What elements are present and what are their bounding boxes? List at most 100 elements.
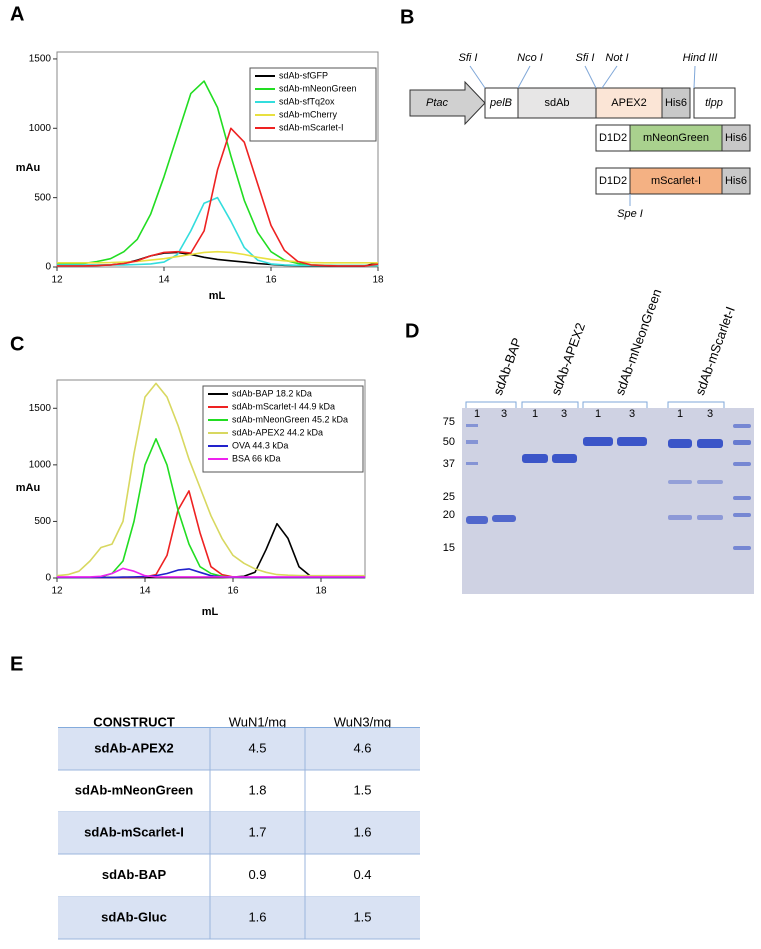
lane-label: sdAb-APEX2 [548, 321, 588, 397]
site-label: Nco I [517, 52, 543, 64]
part-label: mScarlet-I [651, 175, 701, 187]
x-tick-label: 14 [158, 275, 170, 286]
table-cell: sdAb-mNeonGreen [75, 782, 194, 797]
table-cell: sdAb-BAP [102, 867, 167, 882]
x-tick-label: 14 [139, 586, 151, 597]
table-cell: 0.4 [353, 867, 371, 882]
x-tick-label: 18 [372, 275, 384, 286]
marker-label: 37 [443, 458, 455, 470]
sublane-label: 1 [595, 408, 601, 420]
series-line [56, 382, 365, 577]
table-cell: 1.8 [248, 782, 266, 797]
legend-box [202, 385, 364, 473]
series-line [57, 250, 378, 264]
x-tick-label: 18 [315, 586, 327, 597]
y-tick-label: 0 [45, 262, 51, 273]
panel-label: A [10, 3, 24, 25]
lane-label: sdAb-mScarlet-I [692, 304, 738, 397]
legend-label: sdAb-sfGFP [279, 70, 328, 80]
sublane-label: 3 [561, 408, 567, 420]
site-label: Sfi I [459, 52, 478, 64]
panel-label: E [10, 653, 23, 675]
box [661, 87, 691, 119]
y-tick-label: 500 [34, 192, 51, 203]
legend-label: OVA 44.3 kDa [232, 440, 288, 450]
row-shade [58, 728, 420, 770]
marker-label: 20 [443, 509, 455, 521]
x-axis-label: mL [202, 606, 219, 618]
header-cell: WuN1/mg [229, 714, 287, 729]
y-tick-label: 1000 [29, 123, 52, 134]
table-cell: 4.6 [353, 740, 371, 755]
marker-label: 75 [443, 416, 455, 428]
box [595, 87, 663, 119]
gel [462, 401, 754, 594]
y-tick-label: 1500 [29, 54, 52, 65]
part-label: His6 [665, 97, 687, 109]
header-cell: WuN3/mg [334, 714, 392, 729]
legend-label: sdAb-BAP 18.2 kDa [232, 388, 312, 398]
legend-label: sdAb-mNeonGreen [279, 83, 357, 93]
row-shade [58, 812, 420, 854]
header-cell: CONSTRUCT [93, 714, 175, 729]
table-cell: 1.6 [248, 909, 266, 924]
x-tick-label: 12 [51, 275, 63, 286]
box [595, 124, 631, 152]
table-cell: sdAb-APEX2 [94, 740, 173, 755]
lane-label: sdAb-mNeonGreen [612, 287, 664, 397]
box [629, 167, 723, 195]
sublane-label: 3 [501, 408, 507, 420]
panel-label: D [405, 320, 419, 342]
table-cell: sdAb-mScarlet-I [84, 824, 184, 839]
site-label: Spe I [617, 208, 643, 220]
part-label: His6 [725, 175, 747, 187]
promoter-arrow [409, 80, 486, 126]
legend-label: sdAb-mScarlet-I 44.9 kDa [232, 401, 335, 411]
y-tick-label: 1500 [29, 403, 52, 414]
part-label: D1D2 [599, 132, 627, 144]
table-cell: 1.5 [353, 782, 371, 797]
box [693, 87, 736, 119]
table-cell: 4.5 [248, 740, 266, 755]
part-label: APEX2 [611, 97, 646, 109]
part-label: D1D2 [599, 175, 627, 187]
box [721, 167, 751, 195]
site-label: Not I [605, 52, 628, 64]
promoter-label: Ptac [426, 97, 449, 109]
box [517, 87, 597, 119]
box [721, 124, 751, 152]
construct-diagram [409, 65, 751, 206]
table: CONSTRUCT WuN1/mg WuN3/mg sdAb-APEX2 4.5 4.6 s… [58, 714, 420, 940]
gel-background [462, 408, 754, 594]
table-cell: 1.5 [353, 909, 371, 924]
part-label: pelB [489, 97, 512, 109]
marker-label: 50 [443, 436, 455, 448]
sublane-label: 3 [629, 408, 635, 420]
y-tick-label: 0 [45, 573, 51, 584]
table-cell: sdAb-Gluc [101, 909, 167, 924]
table-cell: 0.9 [248, 867, 266, 882]
part-label: His6 [725, 132, 747, 144]
x-tick-label: 16 [227, 586, 239, 597]
legend-label: sdAb-mCherry [279, 109, 338, 119]
marker-label: 15 [443, 542, 455, 554]
x-tick-label: 12 [51, 586, 63, 597]
legend-label: sdAb-mScarlet-I [279, 122, 344, 132]
row-shade [58, 897, 420, 939]
legend-label: sdAb-mNeonGreen 45.2 kDa [232, 414, 348, 424]
sublane-label: 3 [707, 408, 713, 420]
part-label: sdAb [544, 97, 569, 109]
sublane-label: 1 [474, 408, 480, 420]
sublane-label: 1 [532, 408, 538, 420]
y-tick-label: 1000 [29, 459, 52, 470]
y-tick-label: 500 [34, 516, 51, 527]
legend-label: sdAb-APEX2 44.2 kDa [232, 427, 323, 437]
panel-label: B [400, 6, 414, 28]
part-label: tlpp [705, 97, 723, 109]
x-axis-label: mL [209, 290, 226, 302]
legend-label: BSA 66 kDa [232, 453, 281, 463]
series-line [57, 127, 379, 267]
y-axis-label: mAu [16, 162, 40, 174]
panel-label: C [10, 333, 24, 355]
